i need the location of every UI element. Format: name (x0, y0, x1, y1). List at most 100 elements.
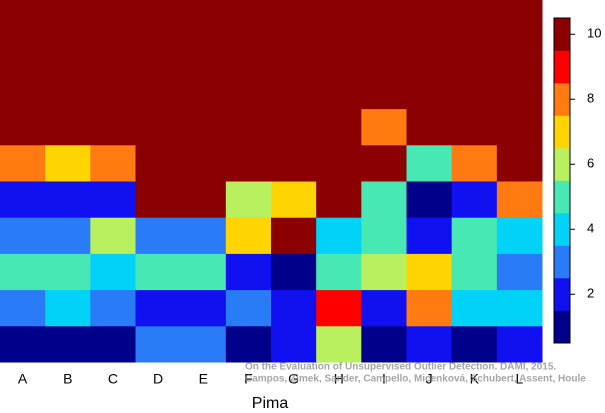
heatmap-cell (0, 36, 46, 73)
x-tick-label: C (108, 371, 118, 387)
heatmap-cell (406, 0, 453, 37)
heatmap-cell (45, 217, 91, 254)
heatmap-cell (496, 253, 543, 291)
x-tick-label: E (199, 371, 208, 387)
heatmap-cell (90, 289, 136, 327)
heatmap-cell (496, 36, 543, 73)
heatmap-cell (271, 181, 317, 218)
heatmap-cell (361, 144, 407, 182)
heatmap-cell (180, 217, 227, 254)
heatmap-cell (271, 72, 317, 110)
x-tick-label: I (382, 371, 386, 387)
heatmap-cell (406, 108, 453, 146)
heatmap-cell (361, 181, 407, 218)
heatmap-cell (406, 325, 453, 363)
heatmap-cell (406, 253, 453, 291)
colorbar-segment (554, 148, 570, 181)
colorbar-tick-label: 10 (587, 26, 601, 41)
heatmap-cell (180, 325, 227, 363)
heatmap-cell (90, 181, 136, 218)
heatmap-cell (406, 144, 453, 182)
heatmap-cell (45, 36, 91, 73)
heatmap-cell (225, 253, 272, 291)
colorbar-segment (554, 18, 570, 51)
heatmap-cell (135, 181, 182, 218)
heatmap-cell (451, 108, 498, 146)
x-tick-label: F (244, 371, 253, 387)
colorbar-tick-label: 6 (587, 156, 594, 171)
heatmap-cell (361, 289, 407, 327)
heatmap-cell (361, 108, 407, 146)
heatmap-cell (361, 217, 407, 254)
heatmap-cell (0, 0, 46, 37)
heatmap-cell (316, 217, 362, 254)
heatmap-cell (271, 325, 317, 363)
heatmap-cell (135, 72, 182, 110)
heatmap-cell (180, 289, 227, 327)
heatmap-cell (90, 72, 136, 110)
colorbar-segment (554, 50, 570, 84)
colorbar-tick-label: 4 (587, 221, 594, 236)
heatmap-cell (496, 325, 543, 363)
x-tick-label: J (426, 371, 433, 387)
heatmap-cell (451, 325, 498, 363)
heatmap-cell (225, 0, 272, 37)
heatmap-cell (180, 0, 227, 37)
heatmap-cell (135, 36, 182, 73)
colorbar-segment (554, 180, 570, 214)
heatmap-cell (271, 36, 317, 73)
heatmap-cell (361, 253, 407, 291)
heatmap-cell (0, 72, 46, 110)
heatmap-cell (316, 181, 362, 218)
heatmap-cell (135, 0, 182, 37)
heatmap-cell (45, 325, 91, 363)
heatmap-cell (0, 253, 46, 291)
x-axis-label: Pima (252, 395, 289, 412)
heatmap-cell (451, 289, 498, 327)
heatmap-cell (45, 72, 91, 110)
heatmap-cell (496, 0, 543, 37)
heatmap-cell (45, 108, 91, 146)
x-tick-label: B (63, 371, 72, 387)
heatmap-cell (90, 0, 136, 37)
heatmap-cell (0, 108, 46, 146)
heatmap-cell (225, 72, 272, 110)
colorbar-segment (554, 115, 570, 149)
heatmap-cell (0, 289, 46, 327)
heatmap-cell (496, 144, 543, 182)
heatmap-cell (496, 217, 543, 254)
heatmap-cell (90, 253, 136, 291)
heatmap-cell (496, 72, 543, 110)
heatmap-cell (180, 253, 227, 291)
heatmap-cell (361, 72, 407, 110)
heatmap-cell (0, 144, 46, 182)
heatmap-cell (225, 289, 272, 327)
heatmap-cell (451, 181, 498, 218)
annotation: Campos, Zimek, Sander, Campello, Micenko… (245, 374, 586, 385)
heatmap-cell (0, 325, 46, 363)
heatmap-cell (496, 108, 543, 146)
heatmap-cell (135, 144, 182, 182)
heatmap-cell (361, 36, 407, 73)
heatmap-cell (406, 36, 453, 73)
heatmap-cell (271, 108, 317, 146)
x-tick-label: L (516, 371, 524, 387)
heatmap-cell (0, 217, 46, 254)
heatmap-cell (271, 253, 317, 291)
heatmap-cell (406, 217, 453, 254)
heatmap-cell (406, 289, 453, 327)
heatmap-cell (225, 36, 272, 73)
heatmap-cell (90, 108, 136, 146)
heatmap-cell (316, 0, 362, 37)
heatmap-cell (271, 144, 317, 182)
heatmap-cell (180, 108, 227, 146)
heatmap-cell (90, 36, 136, 73)
heatmap-cell (316, 108, 362, 146)
heatmap-cell (271, 0, 317, 37)
heatmap-cell (135, 253, 182, 291)
heatmap-cell (316, 36, 362, 73)
heatmap-cell (316, 72, 362, 110)
heatmap-cell (45, 289, 91, 327)
